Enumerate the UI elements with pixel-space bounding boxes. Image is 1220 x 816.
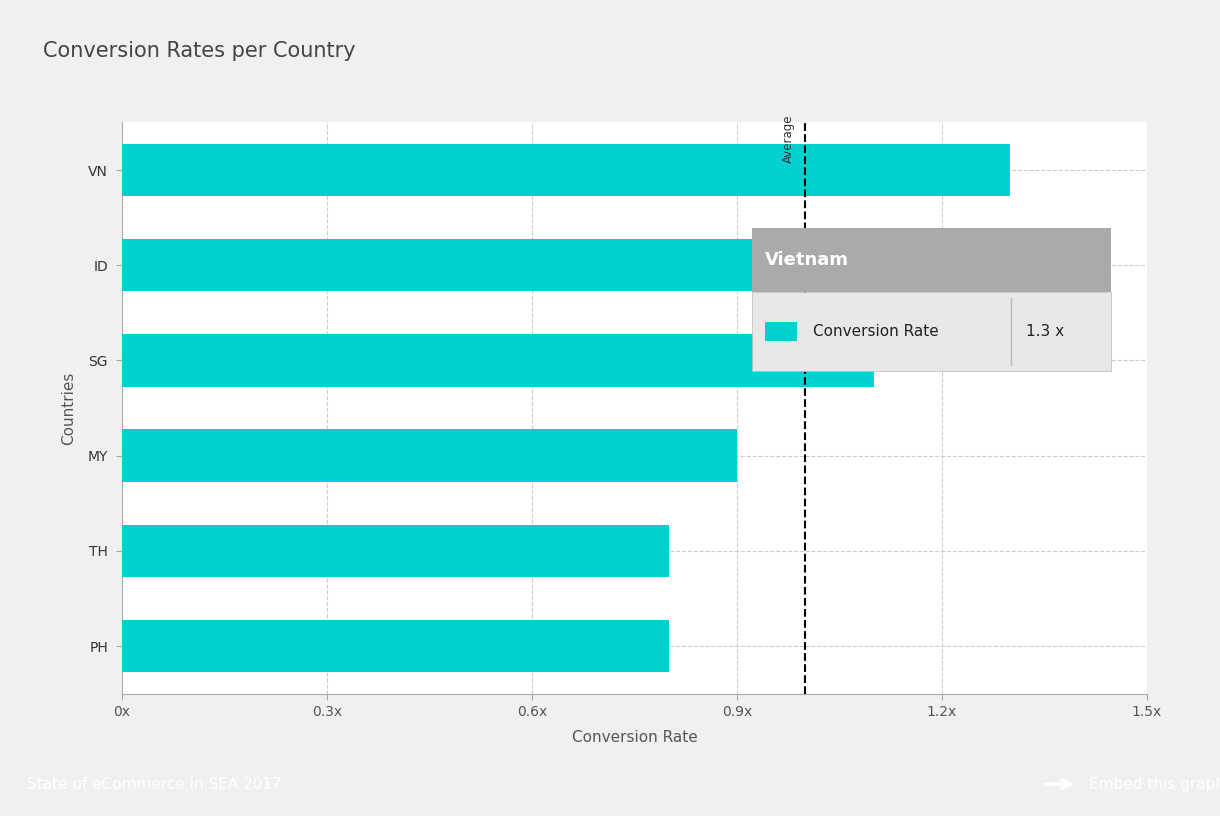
Y-axis label: Countries: Countries bbox=[62, 371, 77, 445]
Text: Average: Average bbox=[782, 115, 795, 163]
Text: Conversion Rate: Conversion Rate bbox=[813, 324, 938, 339]
Text: Vietnam: Vietnam bbox=[765, 251, 849, 269]
Bar bbox=[122, 239, 908, 291]
X-axis label: Conversion Rate: Conversion Rate bbox=[571, 730, 698, 745]
Bar bbox=[122, 335, 874, 387]
Bar bbox=[122, 144, 1010, 196]
Text: 1.3 x: 1.3 x bbox=[1026, 324, 1064, 339]
FancyBboxPatch shape bbox=[753, 292, 1111, 370]
Bar bbox=[122, 525, 669, 577]
Bar bbox=[122, 620, 669, 672]
Text: Embed this graph: Embed this graph bbox=[1089, 777, 1220, 792]
Text: State of eCommerce in SEA 2017: State of eCommerce in SEA 2017 bbox=[27, 777, 282, 792]
FancyBboxPatch shape bbox=[753, 228, 1111, 292]
FancyBboxPatch shape bbox=[765, 322, 798, 341]
Text: Conversion Rates per Country: Conversion Rates per Country bbox=[43, 41, 355, 61]
Bar bbox=[122, 429, 737, 481]
